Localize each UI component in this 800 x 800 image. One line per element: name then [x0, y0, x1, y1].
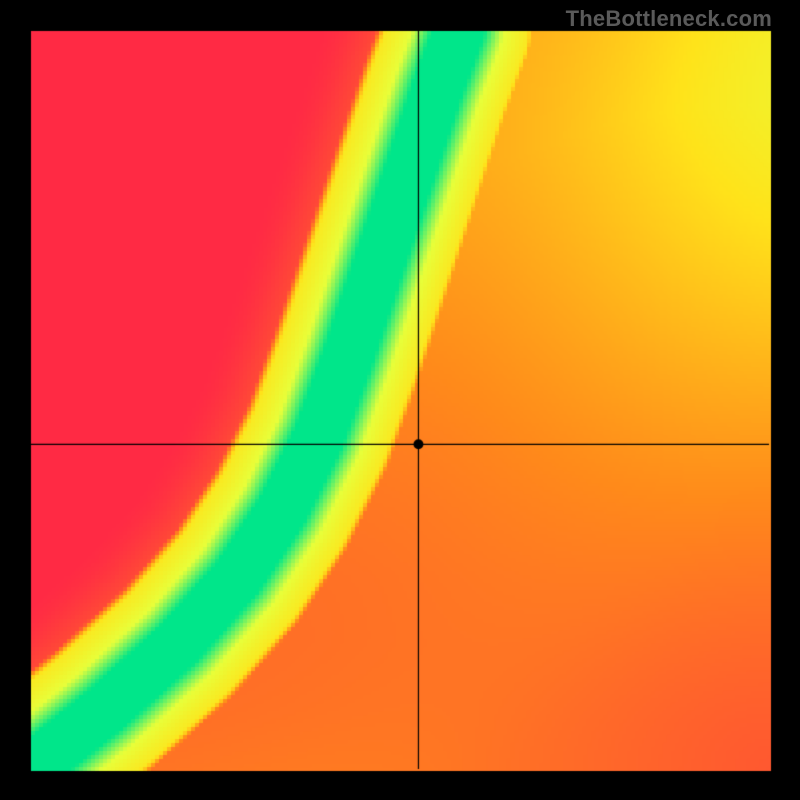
watermark-text: TheBottleneck.com	[566, 6, 772, 32]
heatmap-canvas	[0, 0, 800, 800]
chart-container: TheBottleneck.com	[0, 0, 800, 800]
